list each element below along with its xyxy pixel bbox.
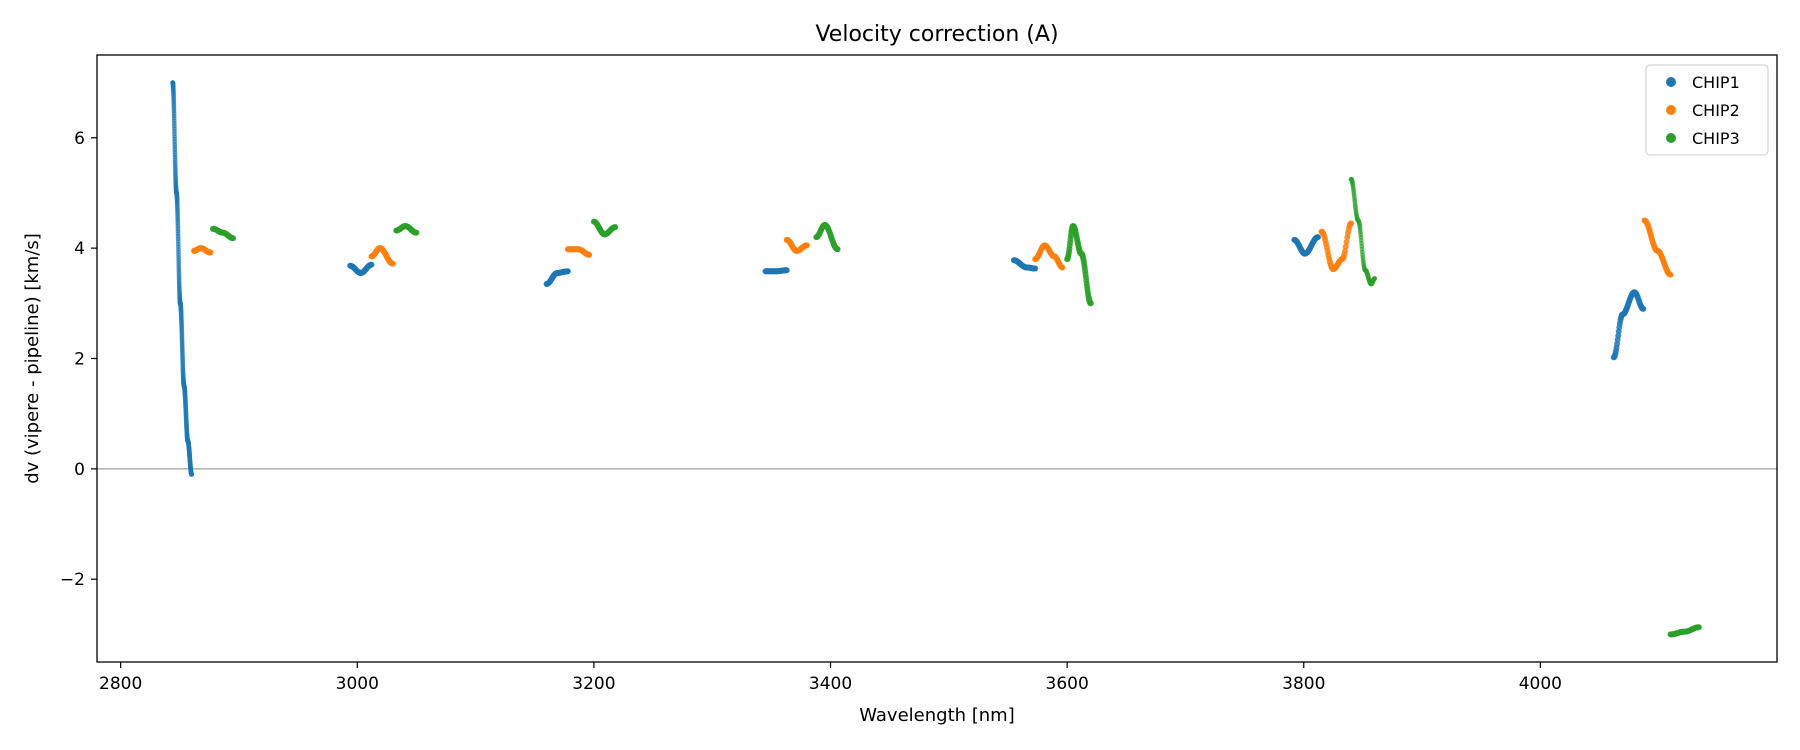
y-tick-label: 2 bbox=[74, 350, 85, 370]
data-point bbox=[783, 267, 790, 274]
y-axis-label: dv (vipere - pipeline) [km/s] bbox=[22, 233, 43, 484]
data-points-layer bbox=[170, 80, 1702, 638]
y-tick-label: 6 bbox=[74, 129, 85, 149]
legend-marker bbox=[1666, 77, 1676, 87]
data-point bbox=[1695, 624, 1702, 631]
data-point bbox=[1342, 243, 1349, 250]
x-axis-label: Wavelength [nm] bbox=[859, 705, 1015, 726]
legend-label: CHIP3 bbox=[1692, 129, 1740, 148]
y-axis: −2 0 2 4 6 bbox=[60, 129, 97, 590]
data-point bbox=[230, 235, 237, 242]
x-tick-label: 3400 bbox=[809, 674, 852, 694]
series-chip3 bbox=[209, 176, 1702, 638]
data-point bbox=[1343, 238, 1350, 245]
x-tick-label: 3000 bbox=[336, 674, 379, 694]
data-point bbox=[586, 251, 593, 258]
data-point bbox=[1640, 305, 1647, 312]
x-tick-label: 3200 bbox=[572, 674, 615, 694]
data-point bbox=[1344, 234, 1351, 241]
data-point bbox=[368, 261, 375, 268]
series-chip2 bbox=[191, 217, 1674, 278]
data-point bbox=[1372, 276, 1378, 281]
data-point bbox=[207, 249, 214, 256]
legend: CHIP1 CHIP2 CHIP3 bbox=[1645, 64, 1769, 156]
legend-label: CHIP2 bbox=[1692, 101, 1740, 120]
legend-marker bbox=[1666, 133, 1676, 143]
y-tick-label: 4 bbox=[74, 239, 85, 259]
data-point bbox=[1667, 271, 1674, 278]
data-point bbox=[1087, 300, 1094, 307]
data-point bbox=[413, 229, 420, 236]
legend-marker bbox=[1666, 105, 1676, 115]
data-point bbox=[1059, 264, 1066, 271]
data-point bbox=[803, 242, 810, 249]
x-tick-label: 3800 bbox=[1282, 674, 1325, 694]
data-point bbox=[389, 260, 396, 267]
legend-box bbox=[1645, 64, 1769, 156]
data-point bbox=[1348, 220, 1355, 227]
x-axis: 2800 3000 3200 3400 3600 3800 4000 bbox=[99, 662, 1562, 694]
y-tick-label: −2 bbox=[60, 570, 85, 590]
data-point bbox=[564, 268, 571, 275]
data-point bbox=[1032, 265, 1039, 272]
x-tick-label: 3600 bbox=[1046, 674, 1089, 694]
series-chip1 bbox=[170, 80, 1647, 477]
data-point bbox=[612, 224, 619, 231]
data-point bbox=[834, 246, 841, 253]
data-point bbox=[1314, 234, 1321, 241]
x-tick-label: 2800 bbox=[99, 674, 142, 694]
x-tick-label: 4000 bbox=[1519, 674, 1562, 694]
data-point bbox=[189, 471, 195, 477]
chart-title: Velocity correction (A) bbox=[815, 22, 1058, 47]
y-tick-label: 0 bbox=[74, 460, 85, 480]
legend-label: CHIP1 bbox=[1692, 73, 1740, 92]
